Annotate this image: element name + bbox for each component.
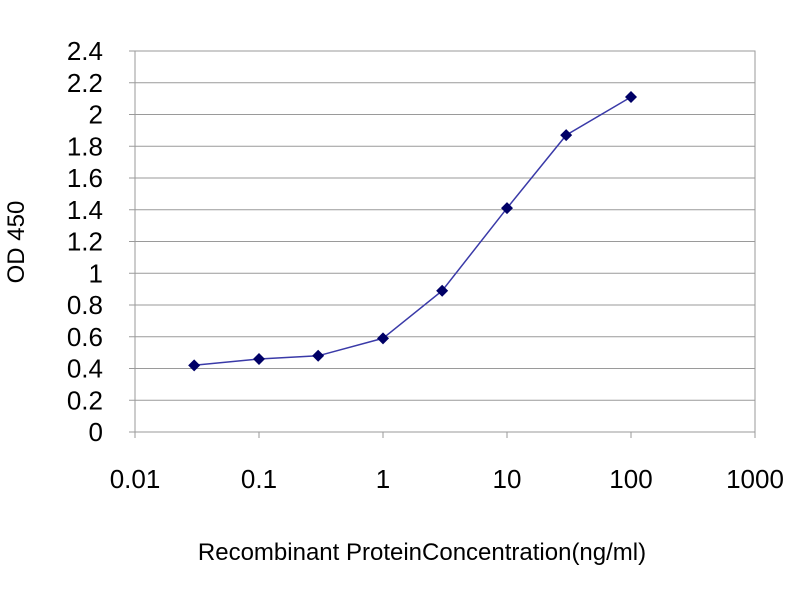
data-series (188, 91, 637, 372)
y-tick-label: 0 (89, 417, 103, 447)
x-tick-label: 1000 (726, 464, 784, 494)
data-point (625, 91, 637, 104)
y-tick-label: 1 (89, 258, 103, 288)
x-tick-label: 0.01 (110, 464, 161, 494)
y-tick-label: 0.8 (67, 290, 103, 320)
data-point (436, 284, 449, 297)
series-line (194, 96, 632, 367)
y-tick-label: 2.2 (67, 68, 103, 98)
x-tick-labels: 0.01 0.1 1 10 100 1000 (110, 464, 784, 494)
y-tick-label: 1.4 (67, 195, 103, 225)
data-point (501, 202, 513, 215)
x-tick-label: 0.1 (241, 464, 277, 494)
x-axis-label: Recombinant ProteinConcentration(ng/ml) (198, 539, 646, 566)
data-point (312, 349, 325, 362)
data-point (253, 352, 265, 365)
x-tick-label: 100 (609, 464, 652, 494)
y-tick-label: 0.6 (67, 322, 103, 352)
x-tick-label: 10 (493, 464, 522, 494)
data-point (188, 359, 201, 372)
y-tick-labels: 00.20.40.60.811.21.41.61.822.22.4 (67, 36, 103, 447)
data-point (377, 332, 389, 345)
y-tick-label: 1.6 (67, 163, 103, 193)
y-tick-label: 1.2 (67, 227, 103, 257)
gridlines (135, 50, 755, 433)
y-axis-label: OD 450 (3, 201, 30, 284)
y-tick-label: 0.2 (67, 385, 103, 415)
x-tick-label: 1 (376, 464, 390, 494)
y-tick-label: 1.8 (67, 131, 103, 161)
y-tick-label: 0.4 (67, 354, 103, 384)
axes (129, 50, 756, 438)
y-tick-label: 2.4 (67, 36, 103, 66)
y-tick-label: 2 (89, 100, 103, 130)
data-point (560, 129, 573, 142)
